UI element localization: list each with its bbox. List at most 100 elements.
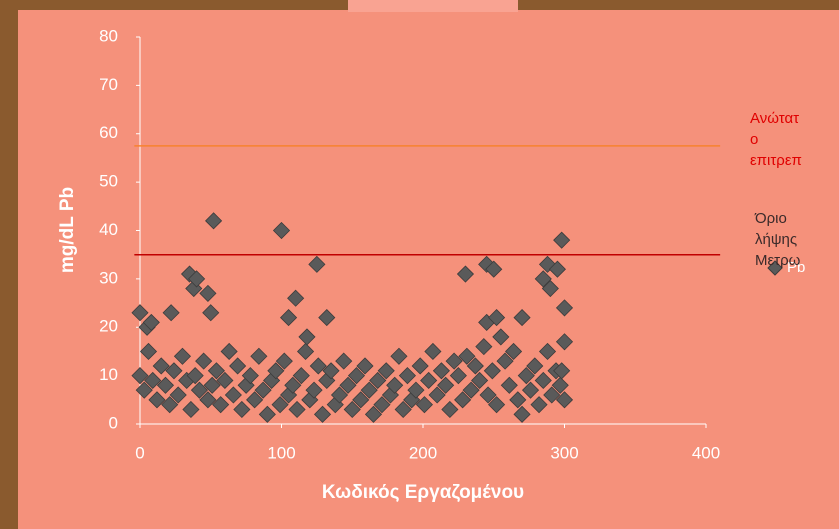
scatter-point xyxy=(432,362,450,380)
scatter-point xyxy=(513,405,531,423)
scatter-point xyxy=(445,352,463,370)
scatter-point xyxy=(182,400,200,419)
scatter-point xyxy=(553,231,571,249)
scatter-point xyxy=(517,367,535,385)
scatter-point xyxy=(500,376,518,394)
scatter-point xyxy=(250,347,268,365)
slide-panel xyxy=(18,10,839,529)
scatter-point xyxy=(203,376,221,394)
scatter-point xyxy=(548,260,566,278)
x-tick-label: 0 xyxy=(135,443,144,462)
scatter-point xyxy=(173,347,192,365)
scatter-point xyxy=(352,391,370,409)
y-tick-label: 10 xyxy=(99,365,118,384)
scatter-point xyxy=(386,376,404,394)
scatter-point xyxy=(424,342,442,361)
scatter-point xyxy=(347,367,366,385)
scatter-point xyxy=(162,304,180,322)
scatter-point xyxy=(553,362,571,380)
scatter-point xyxy=(462,381,480,399)
scatter-point xyxy=(538,342,557,361)
x-tick-label: 400 xyxy=(692,443,720,462)
scatter-point xyxy=(199,284,217,302)
scatter-point xyxy=(398,367,417,385)
scatter-point xyxy=(161,396,179,414)
scatter-point xyxy=(298,328,316,346)
scatter-point xyxy=(394,400,412,419)
scatter-point xyxy=(275,352,293,370)
scatter-point xyxy=(513,309,531,327)
scatter-point xyxy=(212,396,230,414)
y-tick-label: 40 xyxy=(99,220,118,239)
scatter-point xyxy=(415,396,433,414)
x-axis-label: Κωδικός Εργαζομένου xyxy=(322,482,524,503)
scatter-point xyxy=(360,381,378,399)
y-tick-label: 70 xyxy=(99,75,118,94)
x-tick-label: 100 xyxy=(267,443,295,462)
scatter-point xyxy=(195,352,213,370)
scatter-point xyxy=(148,391,166,409)
scatter-point xyxy=(475,338,493,356)
scatter-point xyxy=(131,367,149,385)
scatter-point xyxy=(296,342,315,361)
scatter-point xyxy=(220,342,238,361)
scatter-point xyxy=(241,367,259,385)
scatter-point xyxy=(428,386,446,404)
scatter-point xyxy=(254,381,272,399)
scatter-point xyxy=(246,391,264,409)
scatter-point xyxy=(496,352,514,370)
scatter-point xyxy=(318,309,336,327)
scatter-point xyxy=(390,347,408,365)
legend-entry: Ανώτατ ο επιτρεπ xyxy=(750,110,802,169)
scatter-point xyxy=(373,396,391,414)
scatter-point xyxy=(521,381,540,399)
scatter-point xyxy=(292,367,310,385)
scatter-point xyxy=(131,304,149,322)
scatter-point xyxy=(233,400,251,419)
scatter-point xyxy=(267,362,285,380)
scatter-point xyxy=(454,391,472,409)
scatter-point xyxy=(509,391,527,409)
scatter-point xyxy=(504,342,523,361)
scatter-point xyxy=(449,367,467,385)
scatter-point xyxy=(309,357,327,375)
scatter-point xyxy=(530,396,548,414)
scatter-point xyxy=(534,371,552,390)
scatter-point xyxy=(169,386,187,404)
scatter-point xyxy=(190,381,208,399)
scatter-point xyxy=(369,371,387,390)
scatter-point xyxy=(471,371,489,390)
scatter-point xyxy=(551,376,569,394)
y-tick-label: 80 xyxy=(99,26,118,45)
scatter-point xyxy=(555,391,574,409)
scatter-point xyxy=(330,386,349,404)
scatter-point xyxy=(135,381,153,399)
scatter-point xyxy=(339,376,357,394)
scatter-point xyxy=(287,289,305,307)
scatter-point xyxy=(377,362,395,380)
scatter-point xyxy=(229,357,247,375)
scatter-point xyxy=(492,328,510,346)
y-tick-label: 60 xyxy=(99,123,118,142)
legend-label: Pb xyxy=(787,259,805,276)
scatter-point xyxy=(485,260,503,278)
scatter-point xyxy=(142,313,160,331)
scatter-point xyxy=(411,357,429,375)
scatter-point xyxy=(322,362,340,380)
x-tick-label: 300 xyxy=(550,443,578,462)
scatter-point xyxy=(139,342,158,361)
scatter-point xyxy=(483,362,501,380)
scatter-point xyxy=(202,304,220,322)
scatter-point xyxy=(356,357,374,375)
legend-marker xyxy=(767,260,783,276)
scatter-point xyxy=(258,405,276,423)
scatter-point xyxy=(165,362,183,380)
scatter-point xyxy=(305,381,323,399)
scatter-point xyxy=(555,299,574,317)
scatter-point xyxy=(288,400,306,419)
scatter-point xyxy=(205,212,223,230)
y-axis-label: mg/dL Pb xyxy=(57,187,78,273)
scatter-point xyxy=(156,376,175,394)
scatter-point xyxy=(280,309,298,327)
